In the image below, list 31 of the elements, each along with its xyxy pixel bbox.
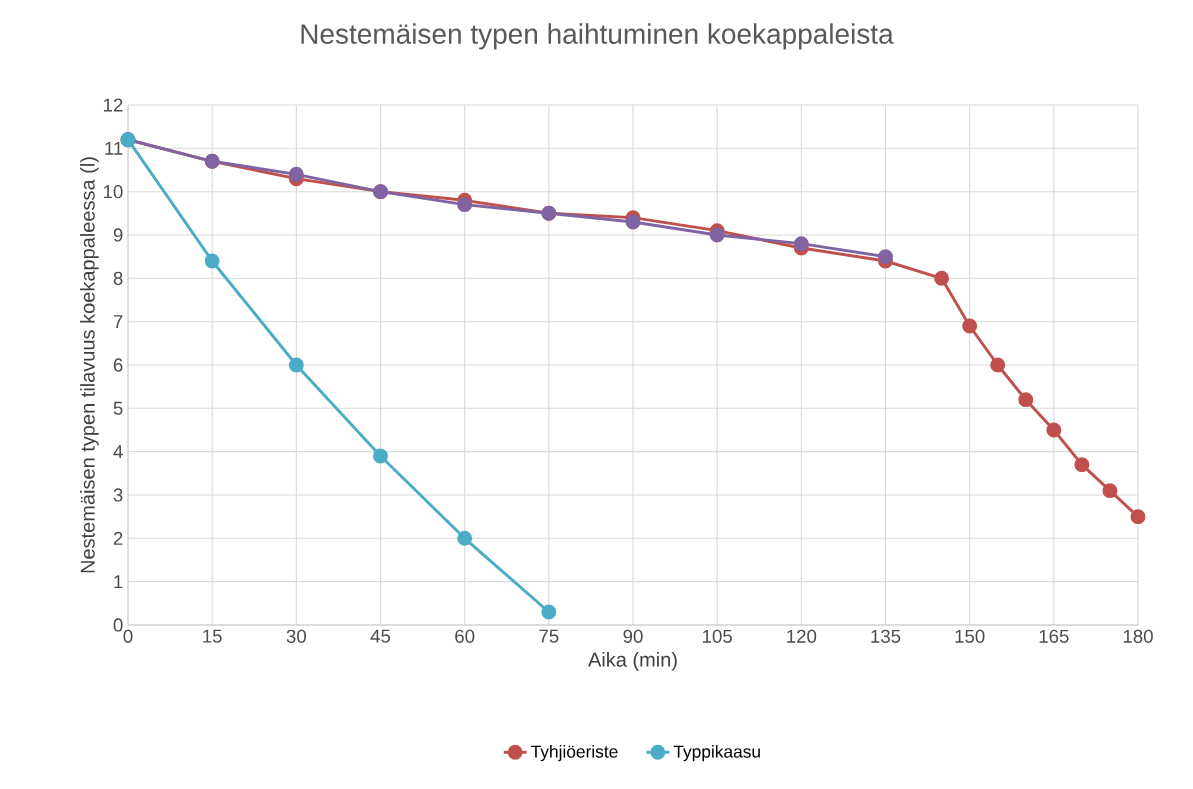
x-tick-label: 75 [539, 629, 559, 643]
x-tick-label: 105 [703, 629, 732, 643]
y-tick-label: 9 [113, 228, 123, 242]
legend-label: Typpikaasu [673, 744, 760, 762]
x-tick-label: 120 [787, 629, 817, 643]
x-tick-label: 60 [455, 629, 475, 643]
x-tick-label: 30 [286, 629, 306, 643]
x-tick-label: 90 [623, 629, 643, 643]
x-tick-label: 180 [1123, 629, 1153, 643]
legend-label: Tyhjiöeriste [531, 744, 618, 762]
y-tick-label: 0 [113, 618, 123, 632]
y-tick-label: 1 [114, 575, 123, 589]
x-axis-title: Aika (min) [588, 652, 677, 671]
y-tick-label: 5 [113, 401, 123, 415]
y-tick-label: 8 [113, 271, 123, 285]
y-axis-title: Nestemäisen typen tilavuus koekappaleessa (l) [80, 157, 99, 573]
x-tick-label: 0 [123, 629, 133, 643]
y-tick-label: 4 [113, 445, 123, 459]
y-tick-label: 12 [103, 98, 123, 112]
y-tick-label: 7 [113, 315, 123, 329]
x-tick-label: 135 [871, 629, 901, 643]
x-tick-label: 165 [1039, 629, 1069, 643]
y-tick-label: 6 [113, 358, 123, 372]
y-tick-label: 10 [103, 185, 123, 199]
x-tick-label: 15 [203, 629, 222, 643]
y-tick-label: 2 [113, 531, 123, 545]
x-tick-label: 45 [370, 629, 391, 643]
y-tick-label: 3 [113, 488, 123, 502]
chart-title: Nestemäisen typen haihtuminen koekappaleista [301, 23, 894, 50]
x-tick-label: 150 [955, 629, 985, 643]
y-tick-label: 11 [105, 141, 123, 155]
